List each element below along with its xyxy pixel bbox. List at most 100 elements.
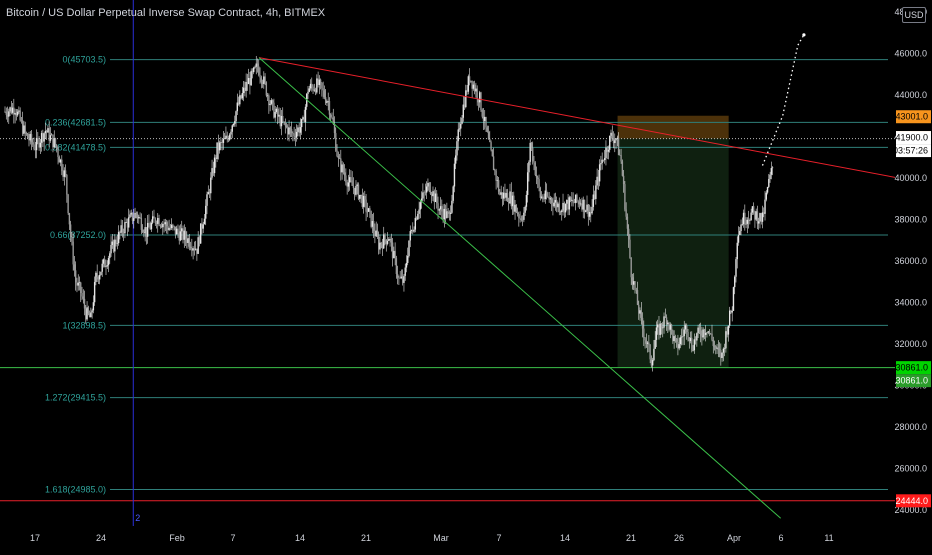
candle-body (274, 112, 276, 118)
candle-body (367, 208, 370, 212)
price-axis[interactable]: 48000.046000.044000.042000.040000.038000… (894, 0, 932, 550)
candle (449, 205, 452, 221)
candle-body (456, 141, 458, 156)
candles (4, 55, 774, 372)
candle (391, 237, 394, 267)
position-box[interactable] (617, 115, 729, 368)
candle (309, 79, 312, 91)
candle-body (699, 330, 702, 336)
candle (169, 223, 172, 231)
candle-body (754, 211, 756, 220)
candle (213, 154, 216, 177)
candle (518, 211, 520, 227)
candle (274, 106, 276, 122)
candle-body (14, 112, 16, 115)
candle-body (331, 117, 333, 118)
candle-body (434, 193, 437, 203)
time-tick-label: 7 (496, 533, 501, 543)
candle-body (631, 277, 634, 285)
candle (215, 154, 217, 168)
candle (473, 80, 476, 95)
candle (697, 324, 699, 339)
candle (130, 209, 132, 217)
candle (393, 246, 395, 259)
candle-body (343, 172, 346, 176)
candle-body (129, 214, 131, 218)
candle (601, 152, 603, 170)
candle-body (554, 200, 557, 203)
candle (504, 183, 506, 202)
candle (625, 202, 627, 220)
price-tag-text: 24444.0 (895, 496, 928, 506)
candle (172, 223, 174, 231)
projection-path[interactable] (761, 33, 806, 166)
support-diagonal-trendline[interactable] (258, 57, 782, 519)
candle-body (193, 248, 196, 250)
candle-body (393, 250, 395, 259)
candle (378, 231, 380, 255)
candle (121, 220, 124, 238)
candle-body (249, 78, 251, 86)
fibonacci-retracement[interactable]: 0(45703.5) 0.236(42681.5) 0.382(41478.5) 0.… (0, 55, 895, 495)
candle (139, 212, 141, 219)
position-target-zone[interactable] (617, 115, 729, 139)
candle-body (471, 80, 473, 89)
candle-body (691, 337, 693, 351)
time-axis[interactable]: 17 24 Feb 7 14 21 Mar 7 14 21 26 Apr 6 11 (30, 533, 834, 543)
candle (554, 192, 557, 211)
candle (648, 334, 650, 353)
candle-body (317, 78, 319, 85)
candle-body (516, 212, 519, 215)
candle-body (716, 347, 718, 349)
candle-body (446, 211, 448, 218)
candle (542, 194, 544, 203)
projection-path-line[interactable] (761, 34, 805, 166)
currency-button[interactable]: USD (902, 7, 926, 23)
trendlines[interactable] (258, 57, 932, 519)
candle-body (665, 317, 668, 325)
candle-body (734, 276, 736, 288)
candle-body (457, 129, 459, 142)
candle-body (360, 194, 362, 196)
candle (246, 73, 249, 91)
vertical-marker[interactable]: 2 (132, 0, 140, 526)
candle-body (401, 276, 404, 283)
candle-body (431, 193, 433, 197)
candle (405, 255, 408, 273)
resistance-trendline[interactable] (258, 57, 932, 191)
candle (117, 225, 120, 246)
candle-body (266, 95, 269, 97)
candle (53, 130, 55, 149)
candle (194, 240, 197, 251)
candle-body (51, 134, 53, 136)
candle-body (128, 217, 130, 228)
candle-body (342, 164, 345, 173)
candle (576, 193, 578, 204)
candle (750, 208, 752, 221)
candle-body (441, 206, 443, 212)
position-stop-zone[interactable] (617, 138, 729, 368)
candle-body (126, 222, 129, 228)
candle (694, 336, 697, 345)
candle (81, 286, 83, 301)
horizontal-lines[interactable] (0, 367, 895, 502)
candle (675, 337, 678, 348)
candle (297, 125, 299, 137)
candle-body (472, 84, 475, 89)
candle-body (751, 206, 754, 213)
candle-body (39, 142, 42, 148)
candle-body (602, 159, 605, 161)
candle-body (485, 116, 487, 128)
candle (182, 225, 184, 244)
candle (758, 217, 760, 230)
candle-body (710, 333, 712, 335)
candle-body (616, 137, 619, 139)
candle (407, 247, 409, 266)
candle (436, 190, 438, 209)
candle (663, 312, 665, 334)
candle-body (130, 212, 132, 215)
candle (723, 343, 726, 357)
candle-body (501, 192, 504, 199)
